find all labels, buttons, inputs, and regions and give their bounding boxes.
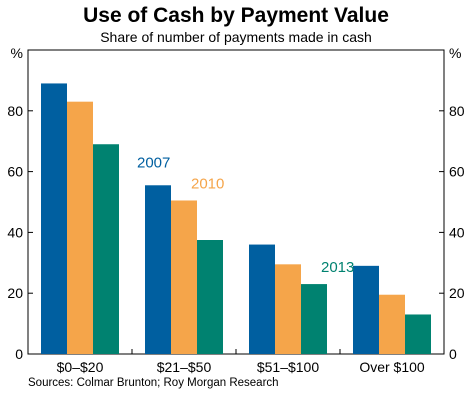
bar-2013-3 bbox=[405, 314, 431, 354]
bar-2007-0 bbox=[41, 83, 67, 354]
y-tick-label-left: 80 bbox=[7, 103, 23, 119]
x-tick-label: $21–$50 bbox=[157, 359, 212, 375]
series-label-2010: 2010 bbox=[191, 175, 224, 192]
y-tick-label-left: 40 bbox=[7, 224, 23, 240]
bar-2010-3 bbox=[379, 294, 405, 354]
chart-subtitle: Share of number of payments made in cash bbox=[100, 29, 372, 45]
series-label-2007: 2007 bbox=[137, 154, 170, 171]
x-tick-label: $51–$100 bbox=[257, 359, 320, 375]
bar-2013-0 bbox=[93, 144, 119, 354]
bar-2010-1 bbox=[171, 200, 197, 354]
bar-2013-1 bbox=[197, 240, 223, 354]
y-unit-left: % bbox=[11, 45, 23, 61]
y-tick-label-right: 60 bbox=[449, 164, 465, 180]
y-tick-label-right: 0 bbox=[449, 346, 457, 362]
bar-2007-3 bbox=[353, 265, 379, 354]
x-tick-label: $0–$20 bbox=[57, 359, 104, 375]
series-label-2013: 2013 bbox=[321, 259, 354, 276]
bar-2010-2 bbox=[275, 264, 301, 354]
bar-2007-1 bbox=[145, 185, 171, 354]
y-tick-label-left: 60 bbox=[7, 164, 23, 180]
y-tick-label-left: 0 bbox=[15, 346, 23, 362]
chart-source: Sources: Colmar Brunton; Roy Morgan Rese… bbox=[28, 377, 279, 389]
bar-2007-2 bbox=[249, 244, 275, 354]
bar-2013-2 bbox=[301, 284, 327, 354]
y-tick-label-right: 40 bbox=[449, 224, 465, 240]
y-tick-label-left: 20 bbox=[7, 285, 23, 301]
x-tick-label: Over $100 bbox=[359, 359, 425, 375]
y-unit-right: % bbox=[449, 45, 461, 61]
y-tick-label-right: 20 bbox=[449, 285, 465, 301]
chart-title: Use of Cash by Payment Value bbox=[83, 4, 389, 27]
y-tick-label-right: 80 bbox=[449, 103, 465, 119]
bar-2010-0 bbox=[67, 101, 93, 355]
